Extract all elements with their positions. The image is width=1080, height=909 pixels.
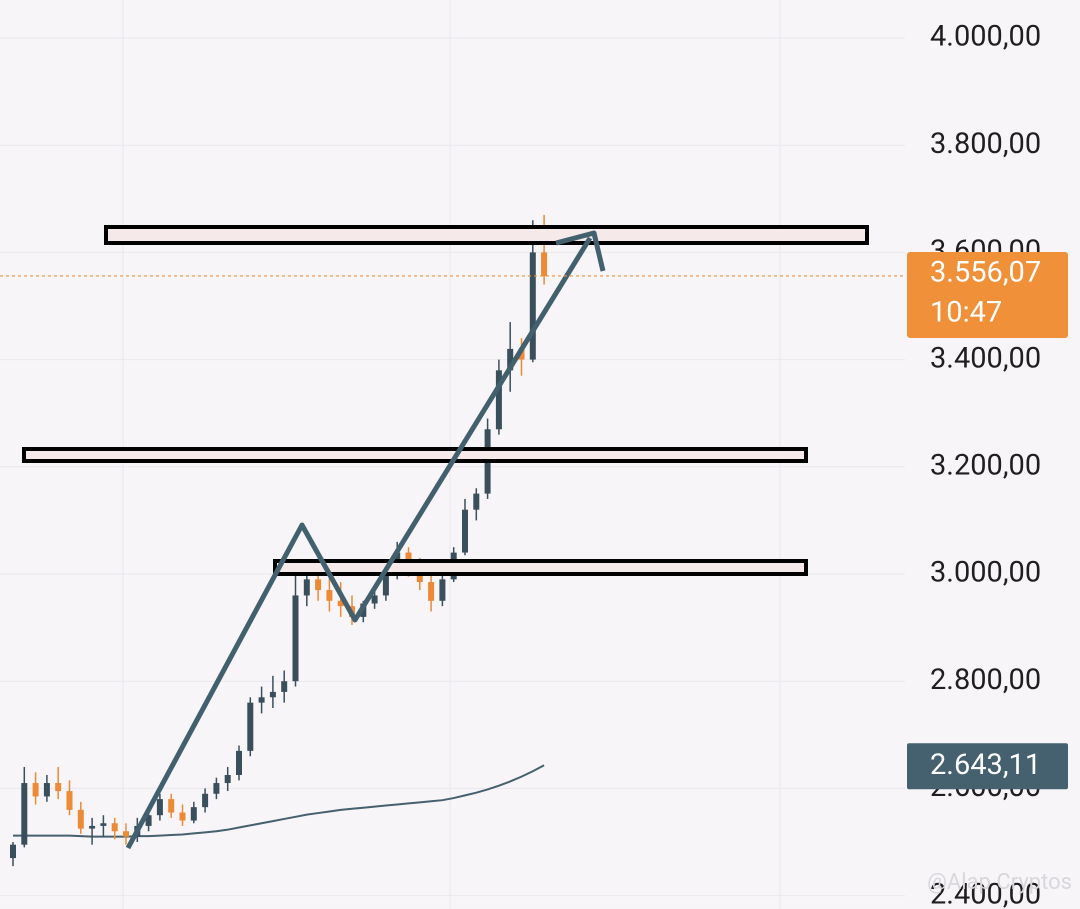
y-tick-label: 2.400,00 <box>930 877 1041 909</box>
ma-line <box>13 764 545 838</box>
candle-body <box>303 579 310 596</box>
candle-body <box>21 783 28 845</box>
support-box <box>273 559 808 576</box>
y-tick-label: 3.800,00 <box>930 127 1041 161</box>
candle-body <box>77 809 84 829</box>
price-tag-label: 3.556,07 <box>930 256 1041 290</box>
candle-body <box>156 799 163 816</box>
candle-body <box>371 595 378 604</box>
candle-body <box>258 697 265 703</box>
trend-arrow <box>125 236 593 850</box>
candle-body <box>428 582 435 601</box>
candle-body <box>281 681 288 692</box>
candle-body <box>337 600 344 607</box>
candle-body <box>269 691 276 698</box>
support-box <box>22 447 808 463</box>
price-tags: 3.556,07 10:47 2.643,11 <box>0 251 1068 790</box>
candle-body <box>439 579 446 601</box>
candle-body <box>326 590 333 601</box>
candle-body <box>100 823 107 826</box>
candle-body <box>529 252 536 360</box>
watermark: @Alap Cryptos <box>927 870 1072 895</box>
candle-body <box>213 783 220 794</box>
candle-body <box>145 815 152 826</box>
y-tick-label: 3.200,00 <box>930 448 1041 482</box>
candle-body <box>32 783 39 797</box>
candle-body <box>224 775 231 784</box>
candle-body <box>168 799 175 813</box>
candle-body <box>55 783 62 792</box>
price-tag <box>907 251 1068 338</box>
arrow-head <box>555 230 606 272</box>
candle-body <box>123 831 129 837</box>
candle-body <box>89 825 96 829</box>
candle-body <box>10 844 16 859</box>
candle-body <box>66 791 73 810</box>
candle-body <box>315 579 322 591</box>
drawings <box>22 225 869 850</box>
y-tick-label: 3.400,00 <box>930 341 1041 375</box>
candle-body <box>179 812 186 821</box>
resistance-box <box>104 225 869 245</box>
candle-body <box>247 702 254 751</box>
candle-body <box>292 595 299 682</box>
y-tick-label: 2.800,00 <box>930 663 1041 697</box>
candle-body <box>190 807 197 821</box>
candles <box>10 214 548 867</box>
candle-body <box>202 793 209 808</box>
candle-body <box>382 574 389 596</box>
moving-average <box>13 764 545 838</box>
candle-body <box>236 750 242 775</box>
ma-tag-label: 2.643,11 <box>930 748 1041 782</box>
candle-body <box>541 252 548 276</box>
candle-body <box>518 348 525 360</box>
ma-tag <box>907 743 1068 790</box>
candle-body <box>111 823 118 832</box>
candle-body <box>473 493 480 510</box>
y-tick-label: 3.000,00 <box>930 556 1041 590</box>
price-tag-time: 10:47 <box>930 296 1002 330</box>
horizontal-grid <box>0 37 905 897</box>
candle-body <box>462 509 468 553</box>
candle-body <box>507 348 514 371</box>
candle-body <box>43 783 50 797</box>
candle-body <box>495 370 502 430</box>
y-tick-label: 4.000,00 <box>930 20 1041 54</box>
